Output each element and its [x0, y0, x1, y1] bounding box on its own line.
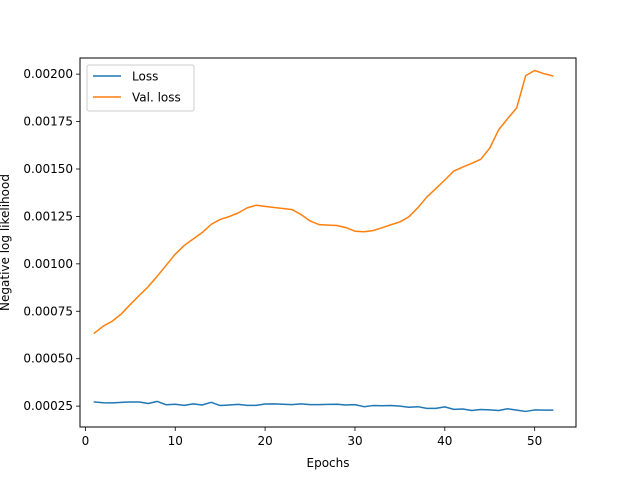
legend-label-val-loss: Val. loss [132, 91, 181, 105]
x-axis-label: Epochs [307, 456, 350, 470]
y-tick-label: 0.00075 [23, 304, 73, 318]
x-tick-label: 40 [437, 434, 452, 448]
y-axis: 0.00025 0.00050 0.00075 0.00100 0.00125 0.001… [23, 67, 80, 413]
y-tick-label: 0.00125 [23, 209, 73, 223]
y-tick-label: 0.00200 [23, 67, 73, 81]
y-tick-label: 0.00100 [23, 257, 73, 271]
legend: Loss Val. loss [86, 64, 195, 112]
plot-frame [79, 57, 577, 428]
x-tick-label: 10 [168, 434, 183, 448]
y-axis-label: Negative log likelihood [0, 174, 12, 311]
x-tick-label: 30 [347, 434, 362, 448]
x-tick-label: 50 [527, 434, 542, 448]
x-tick-label: 20 [257, 434, 272, 448]
x-axis: 0 10 20 30 40 50 [82, 427, 542, 448]
y-tick-label: 0.00175 [23, 115, 73, 129]
x-tick-label: 0 [82, 434, 90, 448]
y-tick-label: 0.00150 [23, 162, 73, 176]
legend-label-loss: Loss [132, 70, 158, 84]
series-layer [93, 69, 554, 413]
series-line-loss [93, 400, 554, 413]
y-tick-label: 0.00050 [23, 352, 73, 366]
y-tick-label: 0.00025 [23, 399, 73, 413]
series-line-val-loss [93, 69, 554, 335]
plot-area [80, 58, 576, 427]
